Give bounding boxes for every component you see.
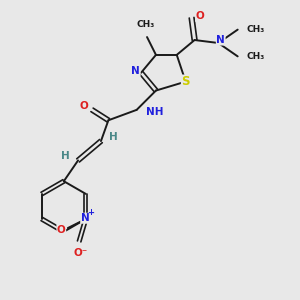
- Text: O: O: [57, 224, 66, 235]
- Text: S: S: [182, 75, 190, 88]
- Text: CH₃: CH₃: [136, 20, 155, 29]
- Text: N: N: [131, 66, 140, 76]
- Text: O: O: [196, 11, 204, 21]
- Text: H: H: [109, 132, 118, 142]
- Text: H: H: [61, 151, 70, 161]
- Text: O: O: [79, 101, 88, 111]
- Text: CH₃: CH₃: [246, 25, 264, 34]
- Text: N: N: [216, 35, 225, 45]
- Text: N: N: [81, 213, 89, 223]
- Text: NH: NH: [146, 107, 163, 117]
- Text: +: +: [88, 208, 94, 217]
- Text: CH₃: CH₃: [246, 52, 264, 61]
- Text: O⁻: O⁻: [74, 248, 88, 258]
